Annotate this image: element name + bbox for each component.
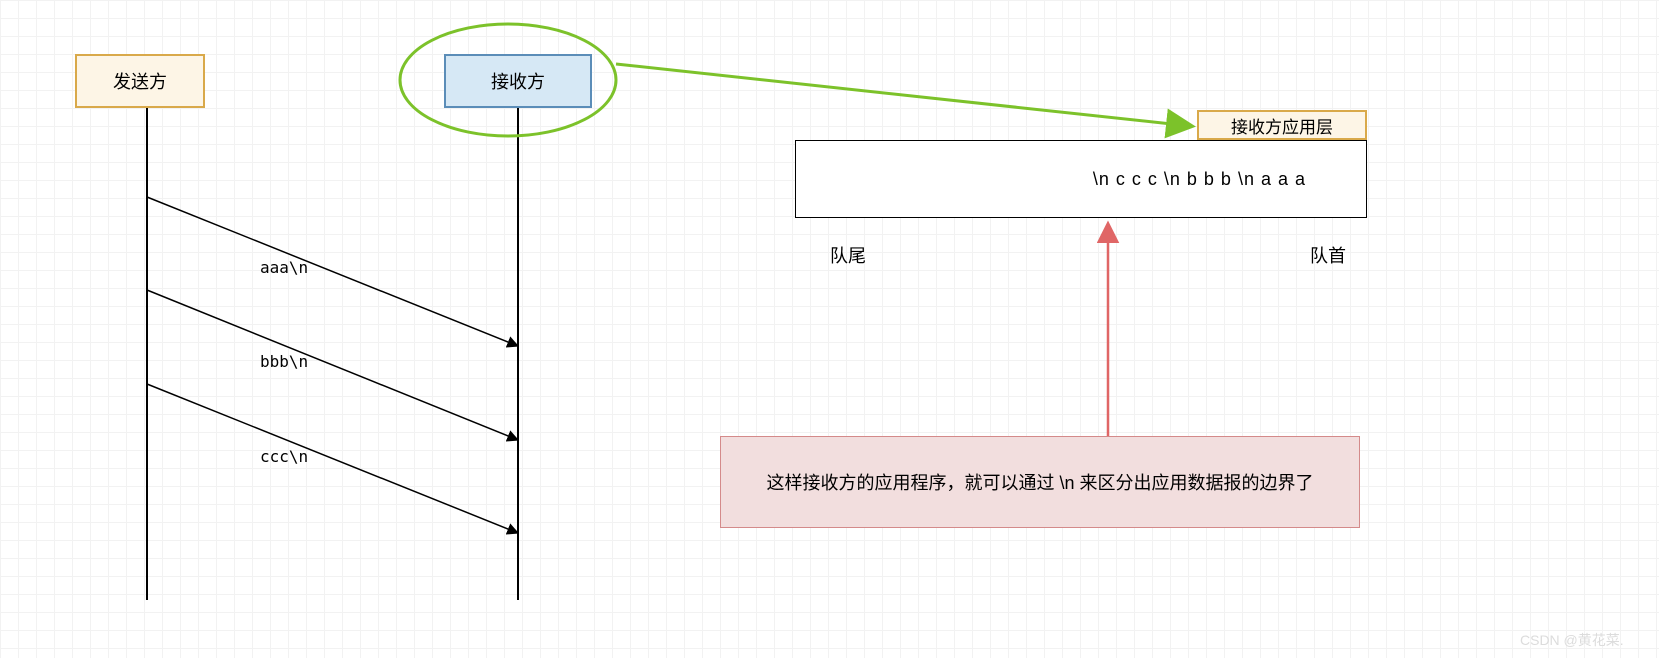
receiver-label: 接收方: [491, 68, 545, 94]
sender-lifeline: [146, 108, 148, 600]
watermark: CSDN @黄花菜.: [1520, 630, 1624, 650]
queue-box: \n c c c \n b b b \n a a a: [795, 140, 1367, 218]
app-layer-label: 接收方应用层: [1231, 113, 1333, 138]
message-label: aaa\n: [260, 258, 308, 277]
queue-head-label: 队首: [1310, 242, 1346, 268]
explanation-note: 这样接收方的应用程序，就可以通过 \n 来区分出应用数据报的边界了: [720, 436, 1360, 528]
receiver-lifeline: [517, 108, 519, 600]
grid-background: [0, 0, 1659, 658]
receiver-box: 接收方: [444, 54, 592, 108]
sender-box: 发送方: [75, 54, 205, 108]
message-label: bbb\n: [260, 352, 308, 371]
queue-content: \n c c c \n b b b \n a a a: [1093, 169, 1306, 190]
message-label: ccc\n: [260, 447, 308, 466]
explanation-text: 这样接收方的应用程序，就可以通过 \n 来区分出应用数据报的边界了: [766, 469, 1313, 495]
queue-tail-label: 队尾: [830, 242, 866, 268]
app-layer-box: 接收方应用层: [1197, 110, 1367, 140]
sender-label: 发送方: [113, 68, 167, 94]
